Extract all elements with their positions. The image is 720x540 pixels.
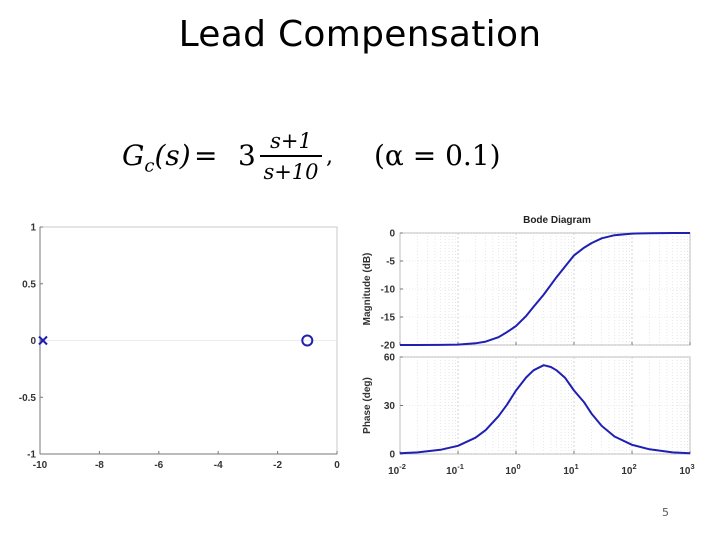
slide-title: Lead Compensation — [178, 14, 542, 55]
formula-alpha-note: (α = 0.1) — [374, 139, 501, 172]
pz-y-tick-label: 0 — [30, 336, 36, 347]
formula-comma: , — [326, 144, 333, 169]
formula-fraction: s+1 s+10 — [260, 128, 322, 185]
pz-y-tick-label: 0.5 — [22, 279, 36, 290]
phase-y-label: Phase (deg) — [362, 377, 373, 434]
fraction-bar — [260, 155, 322, 157]
bode-x-tick-exponent: 2 — [632, 462, 636, 471]
pz-y-tick-label: 1 — [30, 223, 36, 234]
bode-x-tick-label: 101 — [563, 462, 578, 477]
bode-x-tick-base: 10 — [679, 466, 691, 477]
formula-equals: = — [194, 139, 218, 172]
bode-x-tick-base: 10 — [388, 466, 400, 477]
formula-gain: 3 — [238, 139, 256, 172]
bode-x-tick-exponent: -1 — [457, 462, 464, 471]
magnitude-curve — [400, 232, 690, 346]
formula-denominator: s+10 — [263, 160, 319, 184]
formula-numerator: s+1 — [270, 129, 312, 153]
bode-x-tick-exponent: -2 — [399, 462, 406, 471]
formula-lhs-symbol: G — [122, 139, 145, 172]
phase-y-tick-label: 60 — [384, 353, 396, 364]
bode-x-tick-label: 102 — [621, 462, 636, 477]
bode-x-tick-label: 103 — [679, 462, 694, 477]
formula-lhs: Gc(s) — [122, 139, 191, 177]
phase-y-tick-label: 0 — [389, 450, 395, 461]
bode-x-tick-base: 10 — [621, 466, 633, 477]
magnitude-y-tick-label: -15 — [381, 313, 396, 324]
pz-x-tick-label: -4 — [214, 460, 223, 471]
bode-x-tick-label: 10-2 — [388, 462, 406, 477]
magnitude-y-label: Magnitude (dB) — [362, 253, 373, 326]
pz-x-tick-label: 0 — [334, 460, 340, 471]
formula-lhs-subscript: c — [144, 155, 155, 177]
zero-marker — [301, 334, 314, 347]
bode-x-tick-base: 10 — [563, 466, 575, 477]
phase-y-tick-label: 30 — [384, 401, 396, 412]
magnitude-y-tick-label: -10 — [381, 285, 396, 296]
bode-x-tick-exponent: 3 — [690, 462, 694, 471]
pole-stroke — [38, 335, 48, 346]
pz-y-tick-label: -0.5 — [19, 393, 37, 404]
pz-y-tick-label: -1 — [27, 450, 36, 461]
pz-x-tick-label: -2 — [273, 460, 282, 471]
formula-lhs-argument: (s) — [154, 139, 191, 172]
magnitude-y-tick-label: -20 — [381, 341, 396, 352]
bode-x-tick-exponent: 1 — [574, 462, 578, 471]
bode-title: Bode Diagram — [523, 215, 591, 226]
bode-x-tick-label: 100 — [505, 462, 520, 477]
phase-curve — [399, 364, 691, 455]
pole-zero-plot: -10 -8 -6 -4 -2 0 1 0.5 0 -0.5 -1 — [19, 223, 340, 472]
bode-x-tick-base: 10 — [446, 466, 458, 477]
bode-x-tick-exponent: 0 — [516, 462, 520, 471]
magnitude-y-tick-label: 0 — [389, 229, 395, 240]
magnitude-y-tick-label: -5 — [386, 257, 395, 268]
pole-marker — [38, 335, 48, 346]
pz-x-tick-label: -10 — [33, 460, 48, 471]
bode-x-tick-label: 10-1 — [446, 462, 464, 477]
page-number: 5 — [662, 506, 669, 519]
pz-x-tick-label: -6 — [154, 460, 163, 471]
transfer-function-formula: Gc(s) = 3 s+1 s+10 , (α = 0.1) — [120, 126, 540, 196]
bode-x-tick-base: 10 — [505, 466, 517, 477]
pz-x-tick-label: -8 — [95, 460, 104, 471]
